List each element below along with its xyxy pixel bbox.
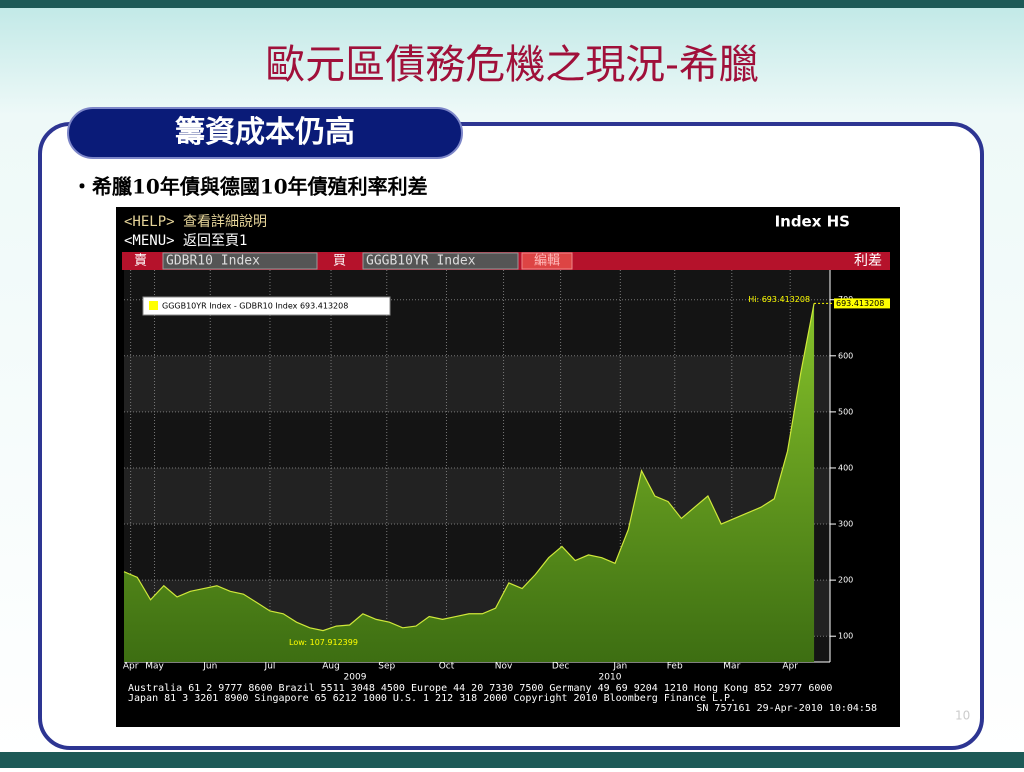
menu: <MENU> 返回至頁1 xyxy=(124,233,247,249)
footer-line: Japan 81 3 3201 8900 Singapore 65 6212 1… xyxy=(128,693,736,704)
tab-label: 籌資成本仍高 xyxy=(175,115,355,150)
high-label: Hi: 693.413208 xyxy=(748,295,810,304)
page-number: 10 xyxy=(955,709,970,723)
index-label: Index HS xyxy=(775,213,850,231)
area xyxy=(124,303,815,662)
bullet: ‧希臘10年債與德國10年債殖利率利差 xyxy=(72,175,428,199)
y-tick-label: 200 xyxy=(838,576,853,585)
spread: 利差 xyxy=(854,253,882,269)
sell-field xyxy=(162,252,318,270)
x-tick-label: Aug xyxy=(322,662,340,672)
y-tick-label: 100 xyxy=(838,632,853,641)
plot-band xyxy=(124,467,830,525)
footer-line: Australia 61 2 9777 8600 Brazil 5511 304… xyxy=(128,683,832,694)
legend-box xyxy=(142,296,391,316)
footer-line: SN 757161 29-Apr-2010 10:04:58 xyxy=(696,703,877,714)
help: <HELP> 查看詳細說明 xyxy=(124,213,267,230)
x-tick-label: Dec xyxy=(552,662,569,672)
year-label: 2009 xyxy=(344,673,367,683)
x-tick-label: Feb xyxy=(667,662,683,672)
edit[interactable]: 編輯 xyxy=(534,253,560,269)
x-tick-label: Jan xyxy=(612,662,627,672)
tab xyxy=(67,107,463,159)
y-tick-label: 600 xyxy=(838,351,853,360)
year-label: 2010 xyxy=(599,673,622,683)
y-tick-label: 300 xyxy=(838,520,853,529)
x-tick-label: Apr xyxy=(782,662,798,672)
top-band xyxy=(0,0,1024,8)
x-tick-label: Sep xyxy=(378,662,395,672)
last-label: 693.413208 xyxy=(836,299,884,308)
sell-ticker: GDBR10 Index xyxy=(166,254,260,269)
bottom-band xyxy=(0,752,1024,768)
slide-title: 歐元區債務危機之現況-希臘 xyxy=(265,42,759,88)
low-label: Low: 107.912399 xyxy=(289,638,358,647)
x-tick-label: May xyxy=(145,662,164,672)
y-tick-label: 400 xyxy=(838,463,853,472)
legend-swatch xyxy=(149,301,158,310)
y-tick-label: 500 xyxy=(838,407,853,416)
last-box xyxy=(834,298,890,309)
legend-label: GGGB10YR Index - GDBR10 Index 693.413208 xyxy=(162,302,348,311)
buy-ticker: GGGB10YR Index xyxy=(366,254,476,269)
buy: 買 xyxy=(333,254,346,269)
x-tick-label: Jun xyxy=(202,662,217,672)
x-tick-label: Nov xyxy=(495,662,513,672)
x-tick-label: Mar xyxy=(723,662,740,672)
plot-band xyxy=(124,355,830,412)
x-tick-label: Apr xyxy=(123,662,139,672)
line xyxy=(123,303,815,632)
edit-button[interactable] xyxy=(521,252,573,270)
sell: 賣 xyxy=(134,254,147,269)
x-tick-label: Oct xyxy=(439,662,455,672)
buy-field xyxy=(362,252,519,270)
x-tick-label: Jul xyxy=(264,662,276,672)
